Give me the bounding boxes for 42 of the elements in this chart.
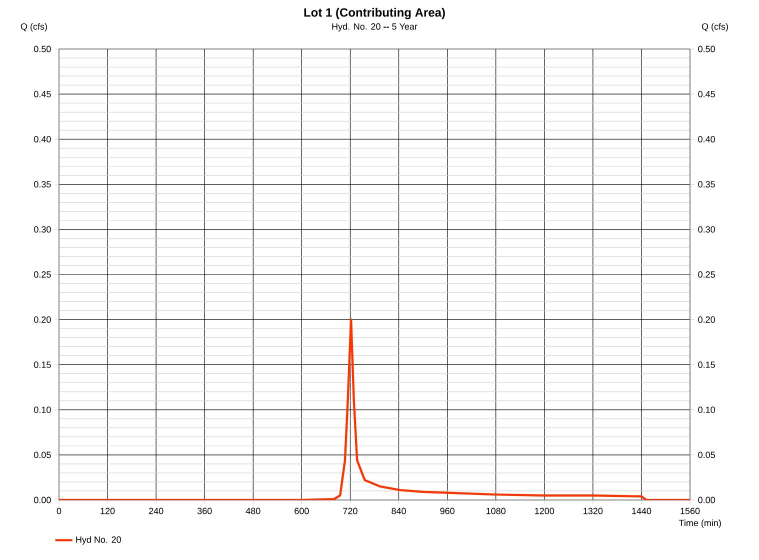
y2-tick-label: 0.20 (698, 316, 715, 323)
x-tick-label: 480 (246, 508, 260, 514)
y2-tick-label: 0.50 (698, 46, 715, 52)
y-tick-label: 0.10 (34, 406, 51, 413)
y-tick-label: 0.15 (34, 362, 51, 368)
y2-tick-label: 0.10 (698, 406, 715, 413)
y2-tick-label: 0.35 (698, 181, 715, 188)
x-tick-label: 1440 (632, 508, 652, 514)
x-tick-label: 840 (392, 508, 406, 514)
y-tick-label: 0.20 (34, 316, 51, 323)
y-tick-label: 0.45 (34, 90, 51, 98)
x-tick-label: 1320 (584, 508, 603, 514)
x-tick-label: 600 (294, 508, 309, 514)
x-tick-label: 960 (440, 508, 454, 514)
y-tick-label: 0.05 (34, 452, 51, 458)
x-tick-label: 240 (149, 508, 164, 514)
x-axis-title: Time (min) (679, 520, 721, 528)
y-tick-label: 0.30 (34, 226, 51, 233)
x-tick-label: 720 (343, 508, 358, 514)
chart-subtitle: Hyd. No. 20 -- 5 Year (332, 23, 418, 32)
y2-tick-label: 0.15 (698, 362, 715, 368)
y2-tick-label: 0.05 (698, 452, 715, 458)
x-tick-label: 1560 (680, 508, 700, 514)
y2-tick-label: 0.40 (698, 136, 715, 142)
y2-axis-title: Q (cfs) (702, 23, 728, 32)
y2-tick-label: 0.45 (698, 90, 715, 98)
chart-title: Lot 1 (Contributing Area) (304, 8, 445, 20)
x-tick-label: 0 (56, 508, 62, 514)
x-tick-label: 360 (197, 508, 212, 514)
x-tick-label: 120 (100, 508, 115, 514)
y-tick-label: 0.50 (34, 46, 51, 52)
y2-tick-label: 0.00 (698, 496, 715, 504)
x-tick-label: 1200 (535, 508, 554, 514)
x-tick-label: 1080 (486, 508, 506, 514)
y2-tick-label: 0.30 (698, 226, 715, 233)
y-tick-label: 0.00 (34, 496, 51, 504)
y-tick-label: 0.35 (34, 181, 51, 188)
legend-label: Hyd No. 20 (76, 536, 121, 545)
y-tick-label: 0.25 (34, 271, 51, 278)
y-tick-label: 0.40 (34, 136, 51, 142)
y2-tick-label: 0.25 (698, 271, 715, 278)
y-axis-title: Q (cfs) (20, 23, 47, 32)
